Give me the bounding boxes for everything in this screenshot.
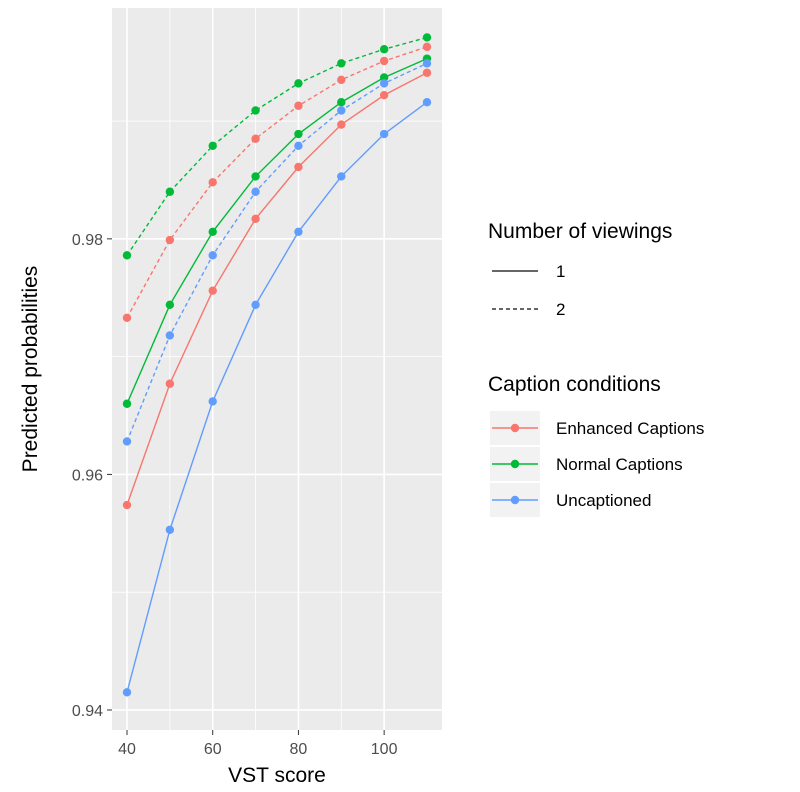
- y-tick-label: 0.96: [72, 467, 103, 484]
- y-axis-title: Predicted probabilities: [19, 266, 42, 473]
- data-point-uncaptioned-1: [337, 172, 346, 181]
- legend-color-point: [510, 423, 520, 433]
- data-point-enhanced-captions-1: [122, 500, 132, 510]
- data-point-normal-captions-2: [422, 33, 432, 42]
- data-point-enhanced-captions-2: [251, 134, 260, 143]
- data-point-uncaptioned-2: [422, 59, 432, 68]
- data-point-uncaptioned-2: [122, 437, 132, 446]
- data-point-normal-captions-1: [122, 399, 132, 408]
- data-point-uncaptioned-2: [208, 251, 217, 260]
- series-line-normal-captions-1: [126, 58, 428, 405]
- data-point-enhanced-captions-1: [379, 90, 389, 100]
- legend-viewings-label: 1: [556, 262, 565, 281]
- axes: 40 60 80 100 0.94 0.96 0.98: [72, 232, 398, 758]
- data-point-enhanced-captions-2: [379, 56, 389, 66]
- series-lines: [126, 36, 428, 693]
- data-point-uncaptioned-1: [379, 129, 389, 139]
- data-point-normal-captions-2: [379, 45, 389, 54]
- data-point-normal-captions-1: [294, 129, 303, 139]
- data-point-uncaptioned-2: [337, 106, 346, 115]
- legend-viewings-label: 2: [556, 300, 565, 319]
- data-point-enhanced-captions-1: [422, 68, 432, 77]
- data-point-enhanced-captions-2: [122, 313, 132, 322]
- data-point-normal-captions-2: [165, 187, 175, 196]
- legend-condition-label: Uncaptioned: [556, 491, 651, 510]
- legend-viewings-title: Number of viewings: [488, 220, 672, 243]
- x-tick-label: 60: [204, 741, 222, 758]
- plot-panel: [112, 8, 442, 730]
- data-point-uncaptioned-2: [294, 141, 303, 151]
- y-tick-label: 0.98: [72, 232, 103, 249]
- data-point-enhanced-captions-2: [208, 178, 217, 187]
- data-point-uncaptioned-1: [122, 688, 132, 697]
- legend-color-point: [510, 495, 520, 505]
- data-point-enhanced-captions-1: [251, 214, 260, 224]
- data-point-enhanced-captions-2: [422, 42, 432, 52]
- series-line-uncaptioned-2: [126, 62, 428, 442]
- x-tick-label: 100: [371, 741, 398, 758]
- data-point-normal-captions-2: [208, 141, 217, 151]
- x-tick-label: 40: [118, 741, 136, 758]
- series-line-uncaptioned-1: [126, 101, 428, 693]
- data-point-normal-captions-2: [251, 106, 260, 115]
- data-point-uncaptioned-1: [294, 227, 303, 236]
- legend-conditions: Caption conditions Enhanced Captions Norm…: [488, 373, 704, 517]
- data-point-uncaptioned-2: [379, 79, 389, 88]
- data-point-uncaptioned-1: [422, 98, 432, 107]
- data-point-enhanced-captions-2: [165, 235, 175, 245]
- series-line-normal-captions-2: [126, 36, 428, 256]
- legend-condition-label: Normal Captions: [556, 455, 683, 474]
- data-point-enhanced-captions-1: [165, 379, 175, 388]
- legend-color-point: [510, 459, 520, 469]
- legend-conditions-title: Caption conditions: [488, 373, 661, 396]
- legend-condition-label: Enhanced Captions: [556, 419, 704, 438]
- data-point-normal-captions-1: [379, 73, 389, 82]
- data-point-uncaptioned-1: [165, 525, 175, 534]
- data-point-enhanced-captions-2: [294, 101, 303, 110]
- series-line-enhanced-captions-2: [126, 46, 428, 319]
- data-point-normal-captions-1: [165, 300, 175, 310]
- legend-viewings: Number of viewings 1 2: [488, 220, 672, 327]
- data-point-uncaptioned-2: [251, 187, 260, 196]
- data-point-enhanced-captions-1: [294, 162, 303, 172]
- data-point-normal-captions-2: [294, 79, 303, 88]
- data-point-uncaptioned-1: [208, 397, 217, 406]
- data-point-enhanced-captions-1: [337, 120, 346, 129]
- x-axis-title: VST score: [228, 764, 326, 787]
- data-point-normal-captions-2: [337, 59, 346, 68]
- y-tick-label: 0.94: [72, 703, 103, 720]
- series-line-enhanced-captions-1: [126, 72, 428, 506]
- data-point-normal-captions-1: [337, 98, 346, 107]
- x-tick-label: 80: [290, 741, 308, 758]
- data-point-normal-captions-1: [208, 227, 217, 236]
- data-point-uncaptioned-2: [165, 331, 175, 340]
- data-point-uncaptioned-1: [251, 300, 260, 310]
- data-point-normal-captions-1: [251, 172, 260, 181]
- data-point-enhanced-captions-1: [208, 286, 217, 295]
- series-points: [122, 33, 432, 697]
- data-point-normal-captions-2: [122, 251, 132, 260]
- data-point-enhanced-captions-2: [337, 75, 346, 85]
